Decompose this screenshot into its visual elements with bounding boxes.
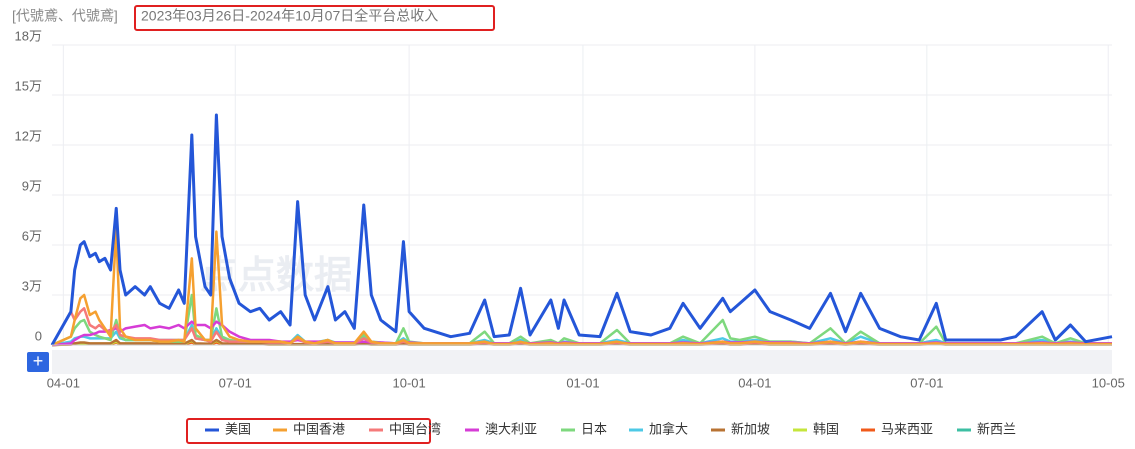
legend-label: 马来西亚 [881, 421, 933, 436]
zoom-button[interactable] [27, 352, 49, 372]
legend-label: 美国 [225, 421, 251, 436]
legend-label: 韩国 [813, 421, 839, 436]
legend-label: 中国台湾 [389, 421, 441, 436]
zoom-strip[interactable] [52, 350, 1112, 374]
series-line [50, 113, 1113, 346]
legend-highlight [186, 418, 431, 444]
x-tick-label: 07-01 [219, 375, 252, 390]
legend-label: 日本 [581, 421, 607, 436]
x-tick-label: 07-01 [910, 375, 943, 390]
y-tick-label: 15万 [15, 78, 42, 93]
title-prefix: [代號鳶、代號鳶] [12, 8, 118, 24]
zoom-button-label[interactable]: + [33, 351, 44, 371]
y-tick-label: 18万 [15, 28, 42, 43]
legend-label: 中国香港 [293, 421, 345, 436]
y-tick-label: 9万 [22, 178, 42, 193]
legend-label: 新加坡 [731, 421, 770, 436]
x-tick-label: 04-01 [47, 375, 80, 390]
legend-label: 澳大利亚 [485, 421, 537, 436]
series-line [51, 227, 1112, 347]
x-tick-label: 01-01 [566, 375, 599, 390]
chart-title: 2023年03月26日-2024年10月07日全平台总收入 [141, 8, 438, 24]
x-tick-label: 10-05 [1092, 375, 1125, 390]
y-tick-label: 0 [35, 328, 42, 343]
legend-label: 加拿大 [649, 421, 688, 436]
y-tick-label: 3万 [22, 278, 42, 293]
y-tick-label: 6万 [22, 228, 42, 243]
y-tick-label: 12万 [15, 128, 42, 143]
title-highlight [134, 5, 495, 31]
x-tick-label: 10-01 [392, 375, 425, 390]
x-tick-label: 04-01 [738, 375, 771, 390]
legend-label: 新西兰 [977, 421, 1016, 436]
